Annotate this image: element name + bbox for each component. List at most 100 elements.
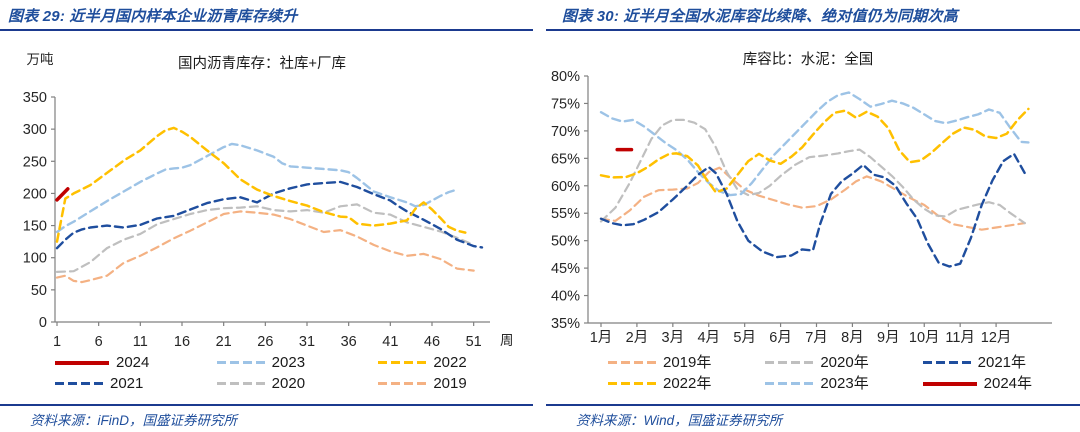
footer-rule bbox=[0, 404, 533, 406]
x-tick-label: 11月 bbox=[945, 330, 975, 346]
x-tick-label: 21 bbox=[216, 334, 232, 350]
series-line-2019年 bbox=[599, 166, 1026, 231]
x-tick-label: 51 bbox=[466, 334, 482, 350]
x-tick-label: 46 bbox=[424, 334, 440, 350]
legend-label: 2022年 bbox=[663, 375, 712, 392]
x-tick-label: 4月 bbox=[697, 330, 720, 346]
legend-dashed-line-marker bbox=[765, 382, 814, 385]
legend-row: 2019年 2020年 2021年 bbox=[540, 352, 1080, 373]
x-tick-label: 1 bbox=[53, 334, 61, 350]
y-tick-label: 50% bbox=[551, 234, 580, 250]
y-tick-label: 65% bbox=[551, 151, 580, 167]
legend-dashed-line-marker bbox=[378, 361, 427, 364]
series-line-2023年 bbox=[599, 91, 1030, 197]
legend-label: 2024年 bbox=[983, 375, 1033, 392]
y-tick-label: 55% bbox=[551, 206, 580, 222]
y-tick-label: 150 bbox=[23, 219, 47, 235]
legend-dashed-line-marker bbox=[216, 361, 265, 364]
series-line-2022 bbox=[55, 126, 467, 243]
cement-storage-ratio-chart: 35% 40% 45% 50% 55% 60% 65% 70% 75% 80% 1月 2月 3月 4月 5月… bbox=[551, 50, 1052, 346]
figure-29-caption: 图表 29: 近半月国内样本企业沥青库存续升 bbox=[8, 8, 298, 25]
legend-item-2021: 2021 bbox=[55, 376, 217, 391]
y-tick-label: 50 bbox=[31, 283, 47, 299]
source-line: 资料来源：Wind，国盛证券研究所 bbox=[576, 413, 783, 428]
y-axis-unit-label: 万吨 bbox=[27, 52, 54, 67]
series-line-2019 bbox=[55, 210, 475, 284]
legend-label: 2020 bbox=[271, 375, 306, 392]
source-line: 资料来源：iFinD，国盛证券研究所 bbox=[30, 413, 238, 428]
x-tick-label: 41 bbox=[382, 334, 398, 350]
legend-dashed-line-marker bbox=[922, 361, 971, 364]
legend-item-2021年: 2021年 bbox=[922, 354, 1080, 371]
x-tick-label: 10月 bbox=[909, 330, 940, 346]
legend-item-2022年: 2022年 bbox=[608, 376, 765, 391]
x-tick-label: 7月 bbox=[805, 330, 828, 346]
x-tick-label: 12月 bbox=[981, 330, 1012, 346]
y-tick-label: 75% bbox=[551, 96, 580, 112]
legend-dashed-line-marker bbox=[216, 382, 265, 385]
y-tick-label: 0 bbox=[39, 315, 47, 331]
header-rule bbox=[0, 29, 533, 31]
y-tick-label: 300 bbox=[23, 122, 47, 138]
y-tick-label: 40% bbox=[551, 289, 580, 305]
asphalt-chart-legend: 2024 2023 2022 2021 2020 2019 bbox=[0, 352, 540, 394]
y-tick-label: 80% bbox=[551, 69, 580, 85]
x-tick-label: 11 bbox=[133, 334, 148, 350]
legend-dashed-line-marker bbox=[378, 382, 427, 385]
figure-30-caption: 图表 30: 近半月全国水泥库容比续降、绝对值仍为同期次高 bbox=[562, 8, 958, 25]
x-tick-label: 16 bbox=[174, 334, 190, 350]
legend-label: 2023年 bbox=[820, 375, 869, 392]
legend-item-2019: 2019 bbox=[378, 376, 540, 391]
legend-row: 2021 2020 2019 bbox=[0, 373, 540, 394]
x-tick-label: 31 bbox=[299, 334, 315, 350]
legend-solid-line-marker bbox=[922, 381, 977, 386]
x-tick-label: 5月 bbox=[733, 330, 756, 346]
asphalt-panel: 图表 29: 近半月国内样本企业沥青库存续升 0 50 100 150 200 250 30… bbox=[0, 8, 540, 428]
legend-label: 2021年 bbox=[977, 354, 1027, 371]
legend-label: 2023 bbox=[271, 354, 306, 371]
legend-dashed-line-marker bbox=[765, 361, 814, 364]
chart-inner-title: 库容比：水泥：全国 bbox=[743, 50, 874, 68]
legend-item-2020: 2020 bbox=[216, 375, 379, 392]
legend-dashed-line-marker bbox=[608, 382, 656, 385]
legend-item-2024年: 2024年 bbox=[922, 375, 1080, 392]
legend-label: 2020年 bbox=[820, 354, 869, 371]
x-tick-label: 6月 bbox=[769, 330, 792, 346]
y-tick-label: 350 bbox=[23, 90, 47, 106]
series-line-2022年 bbox=[599, 107, 1030, 194]
legend-row: 2024 2023 2022 bbox=[0, 352, 540, 373]
legend-item-2023年: 2023年 bbox=[765, 376, 922, 391]
y-tick-label: 200 bbox=[23, 186, 47, 202]
x-tick-label: 1月 bbox=[590, 330, 613, 346]
legend-label: 2022 bbox=[433, 354, 467, 371]
cement-chart-legend: 2019年 2020年 2021年 2022年 2023年 2024年 bbox=[540, 352, 1080, 394]
x-tick-label: 3月 bbox=[662, 330, 685, 346]
y-tick-label: 60% bbox=[551, 179, 580, 195]
series-line-2021年 bbox=[599, 152, 1026, 268]
legend-label: 2019年 bbox=[663, 354, 712, 371]
legend-item-2020年: 2020年 bbox=[765, 355, 922, 370]
y-tick-label: 45% bbox=[551, 261, 580, 277]
y-tick-label: 250 bbox=[23, 154, 47, 170]
legend-dashed-line-marker bbox=[55, 382, 103, 385]
x-tick-label: 6 bbox=[95, 334, 103, 350]
y-tick-label: 100 bbox=[23, 251, 47, 267]
legend-item-2023: 2023 bbox=[216, 354, 379, 371]
x-axis-unit-label: 周 bbox=[500, 333, 514, 348]
y-tick-label: 70% bbox=[551, 124, 580, 140]
cement-panel: 图表 30: 近半月全国水泥库容比续降、绝对值仍为同期次高 35% 40% 45% 5… bbox=[540, 0, 1080, 432]
legend-item-2019年: 2019年 bbox=[608, 355, 765, 370]
x-tick-label: 8月 bbox=[841, 330, 864, 346]
series-line-2024 bbox=[55, 187, 70, 202]
legend-dashed-line-marker bbox=[608, 361, 656, 364]
series-line-2020年 bbox=[599, 118, 1026, 225]
series-line-2021 bbox=[55, 180, 484, 250]
chart-inner-title: 国内沥青库存：社库+厂库 bbox=[178, 55, 346, 72]
x-tick-label: 9月 bbox=[877, 330, 900, 346]
x-tick-label: 2月 bbox=[626, 330, 649, 346]
header-rule bbox=[546, 29, 1080, 31]
x-tick-label: 26 bbox=[257, 334, 273, 350]
y-tick-label: 35% bbox=[551, 316, 580, 332]
